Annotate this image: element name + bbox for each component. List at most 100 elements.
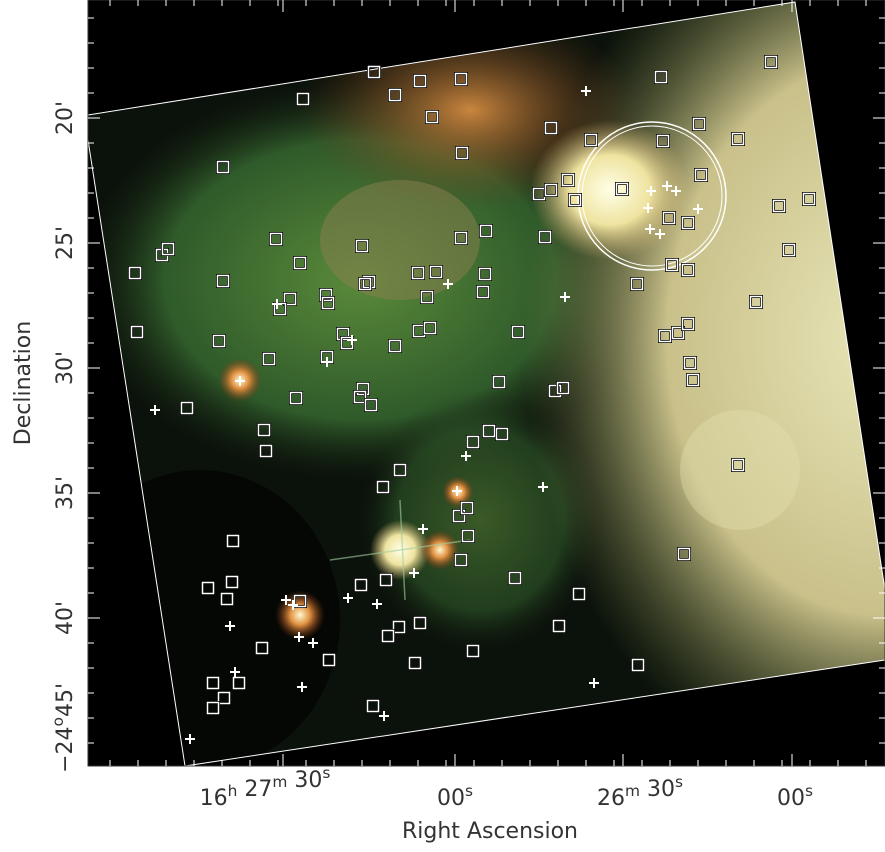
- source-cross: [297, 682, 307, 692]
- source-square: [658, 329, 672, 343]
- source-square: [492, 375, 506, 389]
- source-square: [259, 444, 273, 458]
- source-square: [731, 132, 745, 146]
- source-square: [180, 401, 194, 415]
- source-cross: [281, 595, 291, 605]
- source-square: [269, 232, 283, 246]
- source-square: [692, 117, 706, 131]
- source-cross: [643, 203, 653, 213]
- y-axis-label: Declination: [11, 321, 36, 445]
- source-square: [130, 325, 144, 339]
- x-tick-label: 00s: [437, 782, 473, 811]
- source-cross: [645, 224, 655, 234]
- source-square: [681, 216, 695, 230]
- source-cross: [185, 734, 195, 744]
- source-square: [388, 339, 402, 353]
- source-square: [568, 193, 582, 207]
- source-square: [366, 699, 380, 713]
- source-cross: [230, 667, 240, 677]
- source-cross: [347, 335, 357, 345]
- source-square: [452, 509, 466, 523]
- source-square: [225, 575, 239, 589]
- source-square: [226, 534, 240, 548]
- source-square: [353, 390, 367, 404]
- source-square: [257, 423, 271, 437]
- y-tick-label: −24o: [49, 717, 78, 773]
- source-square: [354, 578, 368, 592]
- source-cross: [581, 86, 591, 96]
- source-cross: [409, 568, 419, 578]
- source-square: [508, 571, 522, 585]
- source-square: [367, 65, 381, 79]
- source-square: [538, 230, 552, 244]
- source-square: [355, 239, 369, 253]
- source-square: [376, 480, 390, 494]
- source-square: [201, 581, 215, 595]
- source-square: [293, 594, 307, 608]
- source-square: [321, 296, 335, 310]
- source-square: [572, 587, 586, 601]
- source-square: [683, 356, 697, 370]
- source-square: [379, 573, 393, 587]
- source-square: [466, 644, 480, 658]
- source-square: [749, 295, 763, 309]
- source-square: [216, 274, 230, 288]
- source-cross: [418, 524, 428, 534]
- y-tick-label: 40': [53, 601, 78, 635]
- source-square: [686, 373, 700, 387]
- source-square: [322, 653, 336, 667]
- source-square: [364, 398, 378, 412]
- source-square: [561, 173, 575, 187]
- source-square: [429, 265, 443, 279]
- x-tick-label: 26m 30s: [597, 773, 683, 811]
- x-tick-label: 00s: [777, 782, 813, 811]
- source-square: [482, 424, 496, 438]
- source-square: [544, 121, 558, 135]
- source-square: [381, 629, 395, 643]
- source-square: [511, 325, 525, 339]
- source-cross: [461, 451, 471, 461]
- source-square: [296, 92, 310, 106]
- source-square: [584, 133, 598, 147]
- source-square: [128, 266, 142, 280]
- y-tick-label: 25': [53, 226, 78, 260]
- source-square: [479, 224, 493, 238]
- source-square: [615, 182, 629, 196]
- source-square: [413, 74, 427, 88]
- source-square: [631, 658, 645, 672]
- source-square: [552, 619, 566, 633]
- source-square: [495, 427, 509, 441]
- source-cross: [372, 599, 382, 609]
- source-square: [262, 352, 276, 366]
- source-square: [656, 134, 670, 148]
- source-cross: [538, 482, 548, 492]
- source-square: [217, 691, 231, 705]
- source-square: [461, 529, 475, 543]
- source-cross: [272, 299, 282, 309]
- source-square: [478, 267, 492, 281]
- source-square: [662, 211, 676, 225]
- source-square: [671, 326, 685, 340]
- source-square: [455, 146, 469, 160]
- source-square: [454, 553, 468, 567]
- source-cross: [646, 186, 656, 196]
- source-square: [206, 701, 220, 715]
- source-cross: [294, 632, 304, 642]
- source-square: [356, 382, 370, 396]
- source-square: [556, 381, 570, 395]
- source-cross: [560, 292, 570, 302]
- plot-frame: [87, 0, 885, 767]
- source-square: [630, 277, 644, 291]
- source-square: [802, 192, 816, 206]
- source-square: [411, 266, 425, 280]
- source-square: [681, 317, 695, 331]
- source-square: [681, 263, 695, 277]
- source-square: [220, 592, 234, 606]
- source-square: [413, 616, 427, 630]
- source-cross: [452, 486, 462, 496]
- source-cross: [662, 181, 672, 191]
- source-square: [216, 160, 230, 174]
- source-square: [454, 72, 468, 86]
- source-cross: [379, 711, 389, 721]
